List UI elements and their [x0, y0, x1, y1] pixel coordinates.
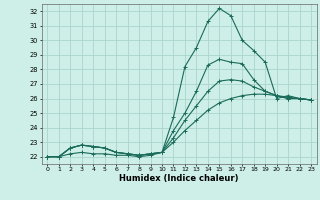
X-axis label: Humidex (Indice chaleur): Humidex (Indice chaleur) [119, 174, 239, 183]
